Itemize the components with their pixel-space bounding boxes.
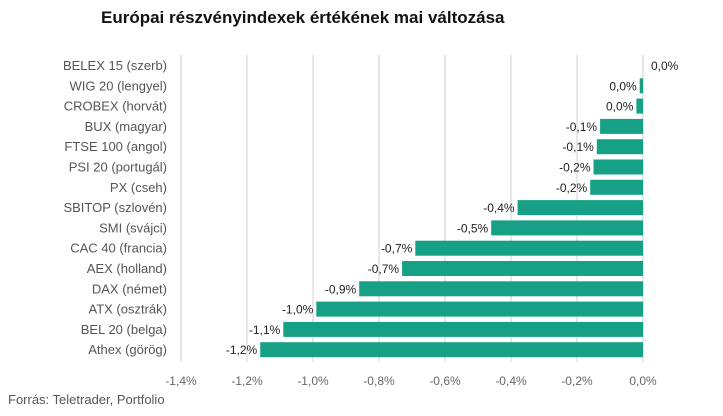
- bar: [283, 321, 643, 337]
- bar: [359, 281, 643, 297]
- category-label: AEX (holland): [87, 261, 167, 276]
- category-label: FTSE 100 (angol): [64, 139, 167, 154]
- bar: [639, 78, 643, 94]
- x-tick-label: -0,4%: [495, 374, 527, 388]
- category-label: BUX (magyar): [85, 119, 167, 134]
- data-label: -0,5%: [457, 221, 489, 235]
- x-tick-label: 0,0%: [629, 374, 657, 388]
- data-label: -0,9%: [325, 282, 357, 296]
- x-tick-labels: -1,4% -1,2% -1,0% -0,8% -0,6% -0,4% -0,2% 0,0%: [165, 374, 657, 388]
- bar: [636, 98, 643, 114]
- category-label: BEL 20 (belga): [81, 322, 167, 337]
- data-labels: 0,0% 0,0% 0,0% -0,1% -0,1% -0,2% -0,2% -0,4% -0,…: [226, 59, 679, 357]
- data-label: 0,0%: [606, 100, 634, 114]
- x-tick-label: -0,2%: [561, 374, 593, 388]
- category-label: DAX (német): [92, 281, 167, 296]
- x-tick-label: -0,6%: [429, 374, 461, 388]
- x-tick-label: -1,2%: [231, 374, 263, 388]
- category-label: ATX (osztrák): [89, 302, 168, 317]
- data-label: -1,1%: [249, 323, 281, 337]
- category-label: SMI (svájci): [99, 220, 167, 235]
- data-label: -0,2%: [556, 181, 588, 195]
- x-tick-label: -0,8%: [363, 374, 395, 388]
- category-label: SBITOP (szlovén): [63, 200, 167, 215]
- data-label: -0,7%: [368, 262, 400, 276]
- chart-title: Európai részvényindexek értékének mai vá…: [101, 8, 505, 27]
- bar: [596, 139, 643, 155]
- bar: [316, 301, 643, 317]
- data-label: 0,0%: [651, 59, 679, 73]
- category-label: Athex (görög): [88, 342, 167, 357]
- category-label: PSI 20 (portugál): [69, 160, 167, 175]
- bar: [260, 342, 643, 358]
- category-label: CROBEX (horvát): [64, 99, 167, 114]
- category-label: PX (cseh): [110, 180, 167, 195]
- bar: [590, 179, 643, 195]
- bar: [600, 118, 643, 134]
- category-label: WIG 20 (lengyel): [69, 78, 167, 93]
- category-label: BELEX 15 (szerb): [63, 58, 167, 73]
- data-label: -1,0%: [282, 303, 314, 317]
- data-label: -1,2%: [226, 343, 258, 357]
- bar: [517, 200, 643, 216]
- bars: [260, 78, 643, 358]
- data-label: -0,1%: [566, 120, 598, 134]
- data-label: -0,7%: [381, 242, 413, 256]
- bar: [415, 240, 643, 256]
- bar: [593, 159, 643, 175]
- bar: [491, 220, 643, 236]
- x-tick-label: -1,4%: [165, 374, 197, 388]
- data-label: -0,2%: [559, 161, 591, 175]
- data-label: -0,1%: [562, 140, 594, 154]
- bar: [402, 261, 643, 276]
- category-label: CAC 40 (francia): [70, 241, 167, 256]
- data-label: 0,0%: [609, 79, 637, 93]
- category-labels: BELEX 15 (szerb) WIG 20 (lengyel) CROBEX (…: [63, 58, 167, 357]
- x-tick-label: -1,0%: [297, 374, 329, 388]
- data-label: -0,4%: [483, 201, 515, 215]
- source-note: Forrás: Teletrader, Portfolio: [8, 392, 165, 407]
